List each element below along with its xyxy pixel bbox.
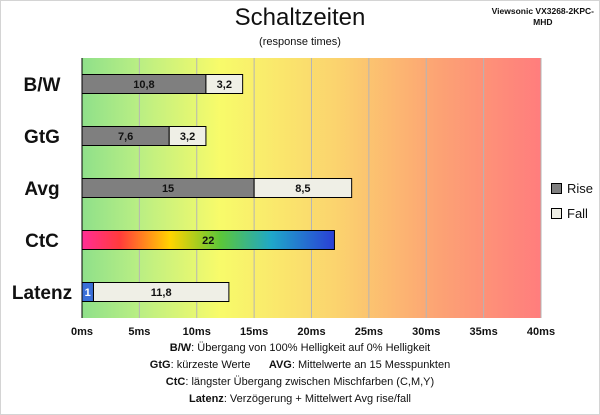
bar-label-rise: 10,8 xyxy=(133,79,154,91)
bar-fall xyxy=(168,126,207,146)
bar-label-rise: 15 xyxy=(162,183,174,195)
legend-label-fall: Fall xyxy=(567,205,588,221)
y-category-label: B/W xyxy=(24,75,61,96)
chart-subtitle: (response times) xyxy=(259,36,341,48)
bar-ctc xyxy=(81,230,335,250)
note-avg-key: AVG xyxy=(268,359,292,371)
note-ctc-text: : längster Übergang zwischen Mischfarben… xyxy=(185,376,435,388)
legend-item-fall: Fall xyxy=(551,205,588,221)
note-latenz-key: Latenz xyxy=(188,393,224,405)
note-ctc-key: CtC xyxy=(165,376,186,388)
note-latenz-text: : Verzögerung + Mittelwert Avg rise/fall xyxy=(223,393,412,405)
y-category-label: Latenz xyxy=(12,283,72,304)
bar-label-fall: 8,5 xyxy=(295,183,310,195)
bar-fall xyxy=(253,178,353,198)
bar-label-fall: 3,2 xyxy=(217,79,232,91)
legend-swatch-fall xyxy=(551,207,562,219)
monitor-model-line1: Viewsonic VX3268-2KPC- xyxy=(491,6,594,16)
monitor-model: Viewsonic VX3268-2KPC- MHD xyxy=(492,6,594,28)
note-bw-key: B/W xyxy=(169,342,192,354)
note-gtg-key: GtG xyxy=(149,359,171,371)
x-tick-label: 35ms xyxy=(470,326,498,338)
bar-label-rise: 7,6 xyxy=(118,131,133,143)
x-tick-label: 25ms xyxy=(355,326,383,338)
chart-notes: B/W: Übergang von 100% Helligkeit auf 0%… xyxy=(0,340,600,408)
note-ctc: CtC: längster Übergang zwischen Mischfar… xyxy=(0,374,600,391)
bar-fall xyxy=(205,74,244,94)
legend-swatch-rise xyxy=(551,182,562,194)
bar-label-fall: 11,8 xyxy=(151,287,172,299)
x-tick-label: 40ms xyxy=(527,326,555,338)
note-latenz: Latenz: Verzögerung + Mittelwert Avg ris… xyxy=(0,391,600,408)
monitor-model-line2: MHD xyxy=(533,17,553,27)
bar-fall xyxy=(92,282,230,302)
y-category-label: Avg xyxy=(24,179,59,200)
y-category-label: CtC xyxy=(25,231,59,252)
x-tick-label: 10ms xyxy=(183,326,211,338)
x-tick-label: 5ms xyxy=(128,326,150,338)
x-tick-label: 0ms xyxy=(71,326,93,338)
note-avg-text: : Mittelwerte an 15 Messpunkten xyxy=(291,359,451,371)
legend-label-rise: Rise xyxy=(567,180,594,196)
x-tick-label: 30ms xyxy=(412,326,440,338)
x-tick-label: 20ms xyxy=(297,326,325,338)
note-bw-text: : Übergang von 100% Helligkeit auf 0% He… xyxy=(191,342,431,354)
bar-label-rise: 1 xyxy=(85,287,91,299)
note-gtg-avg: GtG: kürzeste Werte AVG: Mittelwerte an … xyxy=(0,357,600,374)
bar-label-ctc: 22 xyxy=(202,235,214,247)
chart-title: Schaltzeiten xyxy=(234,4,366,31)
note-gtg-text: : kürzeste Werte xyxy=(170,359,251,371)
bar-label-fall: 3,2 xyxy=(180,131,195,143)
note-bw: B/W: Übergang von 100% Helligkeit auf 0%… xyxy=(0,340,600,357)
y-category-label: GtG xyxy=(24,127,60,148)
x-tick-label: 15ms xyxy=(240,326,268,338)
legend-item-rise: Rise xyxy=(551,180,593,196)
